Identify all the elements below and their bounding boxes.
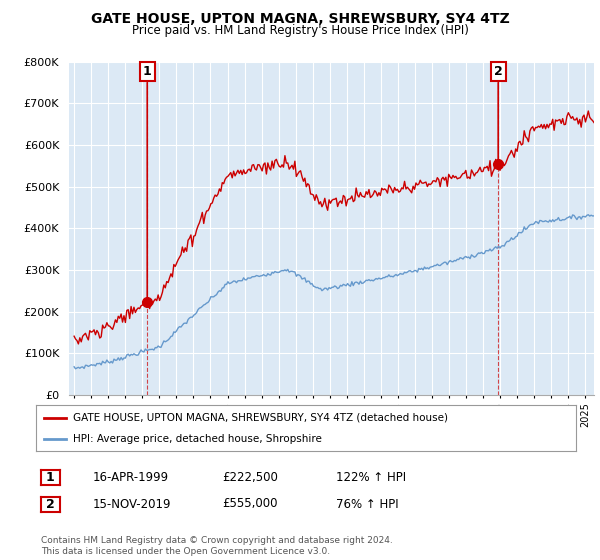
Text: GATE HOUSE, UPTON MAGNA, SHREWSBURY, SY4 4TZ (detached house): GATE HOUSE, UPTON MAGNA, SHREWSBURY, SY4… (73, 413, 448, 423)
Text: 1: 1 (143, 65, 152, 78)
Text: Price paid vs. HM Land Registry's House Price Index (HPI): Price paid vs. HM Land Registry's House … (131, 24, 469, 36)
Text: 1: 1 (46, 471, 55, 484)
Text: GATE HOUSE, UPTON MAGNA, SHREWSBURY, SY4 4TZ: GATE HOUSE, UPTON MAGNA, SHREWSBURY, SY4… (91, 12, 509, 26)
Text: £222,500: £222,500 (222, 470, 278, 484)
Text: 16-APR-1999: 16-APR-1999 (93, 470, 169, 484)
Text: Contains HM Land Registry data © Crown copyright and database right 2024.
This d: Contains HM Land Registry data © Crown c… (41, 536, 392, 556)
Text: 122% ↑ HPI: 122% ↑ HPI (336, 470, 406, 484)
Text: 2: 2 (494, 65, 503, 78)
Text: 2: 2 (46, 498, 55, 511)
Text: HPI: Average price, detached house, Shropshire: HPI: Average price, detached house, Shro… (73, 435, 322, 444)
Text: 15-NOV-2019: 15-NOV-2019 (93, 497, 172, 511)
Text: £555,000: £555,000 (222, 497, 277, 511)
Text: 76% ↑ HPI: 76% ↑ HPI (336, 497, 398, 511)
